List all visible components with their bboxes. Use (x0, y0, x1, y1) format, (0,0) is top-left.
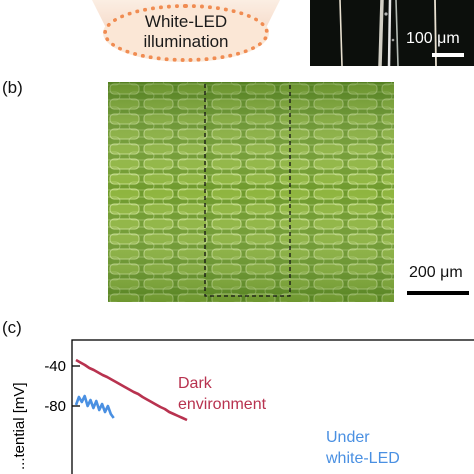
led-illumination-label: White-LED illumination (103, 12, 269, 52)
annotation-line2: white-LED (325, 450, 400, 467)
speck (391, 38, 395, 42)
annotation-line1: Dark (178, 375, 213, 392)
annotation-line1: Under (326, 429, 370, 446)
region-of-interest-box (204, 84, 291, 297)
led-label-line2: illumination (143, 32, 229, 51)
micrograph-a-image (339, 0, 437, 66)
fiber-edge-3 (387, 0, 392, 66)
led-label-line1: White-LED (144, 12, 228, 31)
fiber-edge-2 (378, 0, 384, 66)
fiber-edge-1 (339, 0, 343, 66)
fiber-edge-4 (395, 0, 399, 66)
micrograph-b-scale-label: 200 μm (409, 264, 463, 281)
annotation-line2: environment (178, 396, 267, 413)
y-axis-label: ...tential [mV] (11, 382, 28, 470)
y-axis-ticks: -40 -80 (44, 358, 80, 415)
annotation-layer: Dark environment Under white-LED (178, 375, 400, 467)
potential-chart: -40 -80 ...tential [mV] Dark environment Un… (11, 339, 474, 474)
series-layer (74, 358, 188, 422)
plot-frame (71, 339, 474, 474)
panel-c-label: (c) (2, 318, 22, 337)
y-tick-label: -80 (44, 398, 66, 415)
micrograph-a-scale-label: 100 μm (406, 30, 460, 47)
series-line-led (74, 394, 115, 419)
speck (384, 12, 388, 16)
micrograph-b-scale-bar (407, 291, 469, 295)
micrograph-a-scale-bar (432, 53, 464, 57)
micrograph-b (108, 82, 394, 302)
panel-b-label: (b) (2, 78, 23, 97)
annotation-led: Under white-LED (325, 429, 400, 467)
micrograph-b-image (108, 82, 394, 302)
annotation-dark: Dark environment (178, 375, 267, 413)
led-illumination-oval (103, 4, 269, 62)
series-line-dark (75, 358, 188, 422)
y-tick-label: -40 (44, 358, 66, 375)
micrograph-shading (108, 82, 394, 302)
